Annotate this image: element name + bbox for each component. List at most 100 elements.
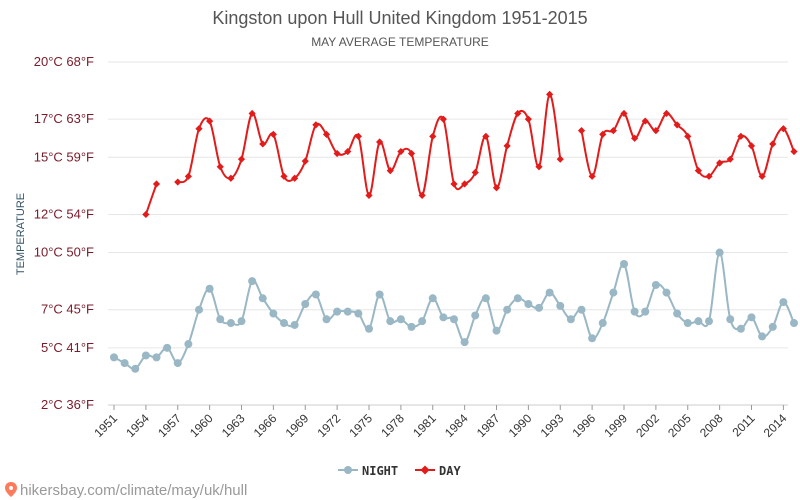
data-point-night[interactable]: [311, 290, 320, 299]
data-point-night[interactable]: [492, 326, 501, 335]
data-point-day[interactable]: [216, 163, 224, 171]
data-point-day[interactable]: [397, 147, 405, 156]
data-point-day[interactable]: [376, 138, 384, 146]
data-point-night[interactable]: [131, 364, 140, 373]
data-point-night[interactable]: [450, 315, 458, 324]
data-point-night[interactable]: [365, 324, 373, 333]
data-point-day[interactable]: [237, 155, 246, 163]
data-point-day[interactable]: [365, 191, 373, 199]
data-point-day[interactable]: [471, 168, 479, 177]
data-point-night[interactable]: [641, 307, 650, 316]
data-point-night[interactable]: [216, 315, 225, 324]
data-point-night[interactable]: [110, 353, 118, 362]
data-point-night[interactable]: [333, 307, 342, 316]
data-point-night[interactable]: [471, 311, 480, 320]
data-point-night[interactable]: [577, 305, 586, 314]
data-point-day[interactable]: [322, 130, 331, 139]
data-point-night[interactable]: [418, 317, 427, 326]
data-point-night[interactable]: [396, 315, 405, 324]
data-point-day[interactable]: [503, 142, 511, 150]
data-point-day[interactable]: [344, 147, 352, 156]
data-point-night[interactable]: [683, 319, 692, 328]
data-point-day[interactable]: [206, 117, 214, 125]
data-point-day[interactable]: [152, 180, 161, 188]
data-point-night[interactable]: [280, 319, 288, 328]
data-point-day[interactable]: [439, 115, 447, 123]
data-point-night[interactable]: [588, 334, 597, 343]
data-point-night[interactable]: [237, 317, 246, 326]
data-point-night[interactable]: [407, 322, 416, 331]
data-point-night[interactable]: [726, 315, 735, 324]
data-point-night[interactable]: [503, 305, 512, 314]
data-point-day[interactable]: [461, 180, 469, 188]
data-point-day[interactable]: [269, 130, 277, 139]
data-point-night[interactable]: [301, 300, 310, 309]
data-point-night[interactable]: [705, 317, 713, 326]
data-point-night[interactable]: [481, 294, 490, 303]
data-point-night[interactable]: [205, 284, 214, 293]
data-point-day[interactable]: [312, 121, 320, 129]
data-point-night[interactable]: [630, 307, 639, 316]
data-point-day[interactable]: [577, 127, 586, 135]
data-point-night[interactable]: [343, 307, 352, 316]
data-point-day[interactable]: [195, 125, 203, 133]
data-point-day[interactable]: [429, 132, 437, 140]
data-point-day[interactable]: [386, 167, 394, 175]
data-point-day[interactable]: [790, 147, 798, 156]
data-point-day[interactable]: [737, 132, 745, 140]
data-point-night[interactable]: [609, 288, 618, 297]
data-point-night[interactable]: [195, 305, 203, 314]
data-point-day[interactable]: [747, 142, 756, 150]
data-point-night[interactable]: [673, 309, 682, 318]
data-point-day[interactable]: [588, 172, 596, 180]
data-point-day[interactable]: [142, 210, 150, 219]
data-point-night[interactable]: [513, 294, 522, 303]
data-point-day[interactable]: [418, 191, 426, 199]
data-point-night[interactable]: [269, 309, 278, 318]
data-point-day[interactable]: [174, 178, 182, 186]
data-point-night[interactable]: [290, 320, 299, 329]
data-point-night[interactable]: [163, 343, 172, 352]
data-point-night[interactable]: [598, 319, 607, 328]
data-point-day[interactable]: [280, 172, 288, 180]
data-point-day[interactable]: [524, 115, 532, 123]
data-point-night[interactable]: [556, 301, 565, 310]
data-point-day[interactable]: [184, 172, 192, 180]
data-point-day[interactable]: [301, 157, 309, 165]
data-point-night[interactable]: [779, 298, 788, 307]
data-point-day[interactable]: [492, 184, 501, 192]
data-point-day[interactable]: [259, 140, 267, 148]
data-point-day[interactable]: [514, 109, 522, 118]
data-point-night[interactable]: [386, 317, 395, 326]
data-point-day[interactable]: [354, 132, 362, 140]
data-point-day[interactable]: [599, 130, 607, 139]
data-point-night[interactable]: [736, 324, 745, 333]
legend-item-night[interactable]: NIGHT: [338, 464, 398, 478]
data-point-night[interactable]: [460, 338, 469, 347]
data-point-day[interactable]: [609, 127, 617, 135]
data-point-night[interactable]: [322, 315, 331, 324]
data-point-day[interactable]: [248, 109, 256, 118]
data-point-day[interactable]: [769, 140, 777, 148]
data-point-day[interactable]: [662, 109, 671, 118]
data-point-night[interactable]: [248, 277, 257, 286]
data-point-day[interactable]: [291, 174, 299, 182]
data-point-day[interactable]: [641, 117, 649, 125]
data-point-day[interactable]: [694, 167, 702, 175]
source-link[interactable]: hikersbay.com/climate/may/uk/hull: [5, 482, 247, 499]
data-point-day[interactable]: [684, 132, 692, 140]
data-point-day[interactable]: [620, 109, 628, 118]
data-point-night[interactable]: [173, 359, 182, 368]
data-point-night[interactable]: [354, 309, 363, 318]
data-point-day[interactable]: [407, 149, 416, 158]
data-point-night[interactable]: [439, 313, 448, 322]
data-point-day[interactable]: [758, 172, 766, 180]
data-point-night[interactable]: [715, 248, 724, 257]
data-point-day[interactable]: [631, 134, 639, 142]
data-point-night[interactable]: [152, 353, 161, 362]
data-point-night[interactable]: [375, 290, 384, 299]
legend-item-day[interactable]: DAY: [415, 464, 461, 478]
data-point-night[interactable]: [768, 322, 777, 331]
data-point-night[interactable]: [662, 288, 671, 297]
data-point-day[interactable]: [652, 127, 660, 135]
